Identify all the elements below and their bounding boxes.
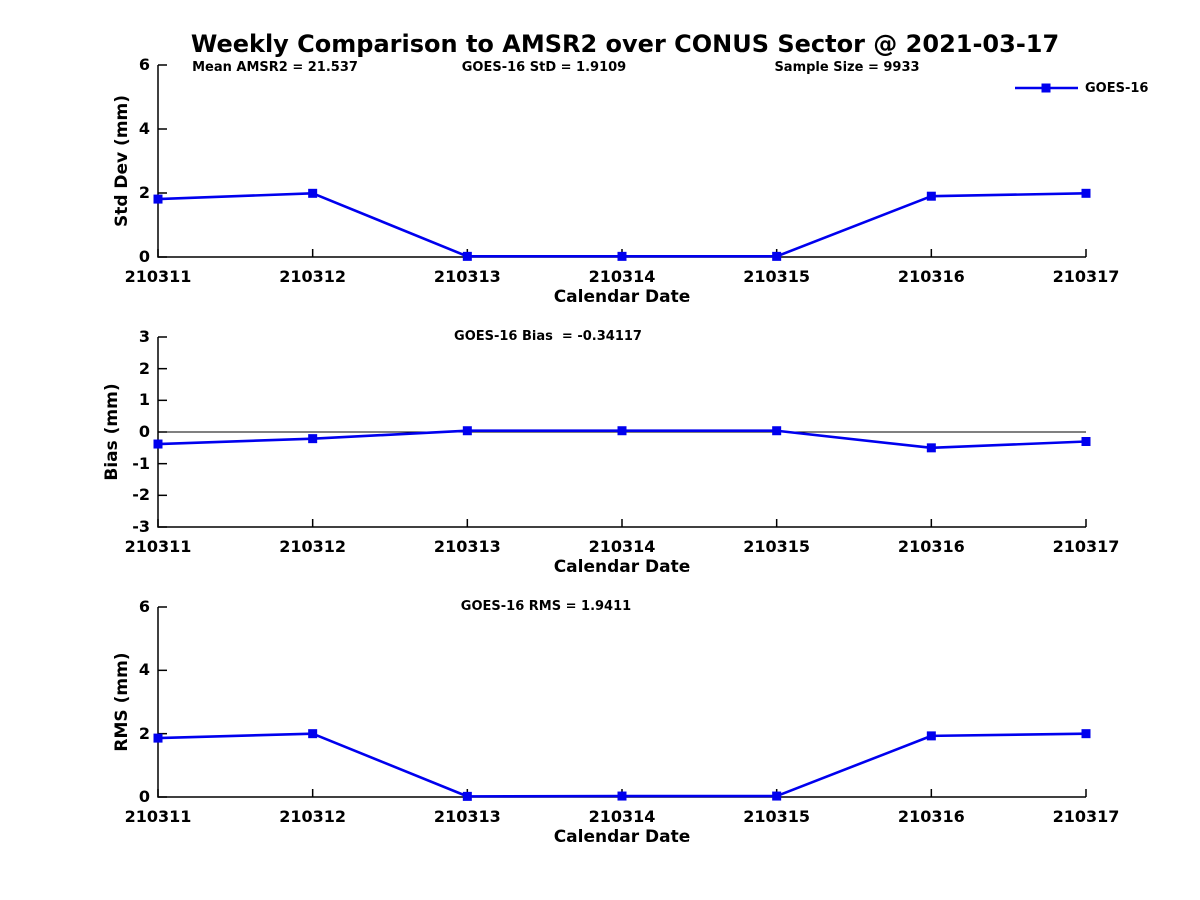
annotation-goes16-std: GOES-16 StD = 1.9109 [461, 60, 627, 75]
x-tick-label: 210311 [124, 267, 192, 286]
y-tick-label: 3 [138, 327, 150, 346]
data-point-marker [462, 426, 472, 436]
y-tick-label: 0 [138, 247, 150, 266]
annotation-mean-amsr2: Mean AMSR2 = 21.537 [192, 60, 358, 75]
data-point-marker [617, 251, 627, 261]
data-point-marker [308, 188, 318, 198]
data-point-marker [926, 731, 936, 741]
y-tick-label: 2 [138, 723, 150, 743]
y-tick-label: 0 [138, 787, 150, 806]
data-point-marker [772, 791, 782, 801]
x-tick-label: 210315 [743, 537, 811, 556]
data-point-marker [153, 733, 163, 743]
x-tick-label: 210312 [279, 267, 347, 286]
series-line-goes-16 [157, 732, 1087, 798]
y-tick-label: 2 [138, 358, 150, 378]
x-tick-label: 210317 [1052, 537, 1120, 556]
panel-title-rms: GOES-16 RMS = 1.9411 [460, 599, 632, 614]
x-tick-label: 210313 [433, 267, 501, 286]
y-tick-label: 2 [138, 183, 150, 202]
x-tick-label: 210311 [124, 537, 192, 556]
data-point-marker [617, 791, 627, 801]
x-axis-label-bottom: Calendar Date [553, 827, 691, 847]
data-point-marker [1081, 437, 1091, 446]
axis-spines [157, 607, 1086, 798]
y-axis-label-rms: RMS (mm) [112, 652, 132, 752]
x-tick-label: 210315 [743, 807, 811, 826]
data-point-marker [462, 791, 472, 801]
data-point-marker [308, 434, 318, 444]
y-tick-label: 6 [138, 55, 150, 74]
data-point-marker [617, 426, 627, 436]
data-point-marker [926, 443, 936, 453]
legend-marker-swatch [1041, 83, 1051, 93]
x-tick-label: 210316 [897, 267, 965, 286]
legend-label: GOES-16 [1085, 81, 1149, 96]
data-point-marker [153, 439, 163, 449]
y-axis-label-std-dev: Std Dev (mm) [112, 94, 132, 228]
y-tick-label: 1 [138, 390, 150, 410]
data-point-marker [1081, 729, 1091, 739]
x-tick-label: 210313 [433, 807, 501, 826]
annotation-sample-size: Sample Size = 9933 [774, 60, 920, 75]
data-point-marker [153, 194, 163, 204]
x-tick-label: 210315 [743, 267, 811, 286]
y-tick-label: 6 [138, 597, 150, 616]
x-axis-label-top: Calendar Date [553, 287, 691, 307]
x-tick-label: 210316 [897, 537, 965, 556]
data-point-marker [772, 426, 782, 436]
x-tick-label: 210317 [1052, 807, 1120, 826]
axis-spines [157, 65, 1086, 258]
data-point-marker [1081, 188, 1091, 198]
data-point-marker [926, 191, 936, 201]
data-point-marker [462, 251, 472, 261]
x-tick-label: 210314 [588, 807, 656, 826]
x-axis-label-middle: Calendar Date [553, 557, 691, 577]
x-tick-label: 210314 [588, 267, 656, 286]
y-tick-label: 0 [138, 422, 150, 441]
x-tick-label: 210313 [433, 537, 501, 556]
figure-title: Weekly Comparison to AMSR2 over CONUS Se… [190, 30, 1060, 58]
x-tick-label: 210311 [124, 807, 192, 826]
y-tick-label: -2 [132, 485, 150, 505]
x-tick-label: 210316 [897, 807, 965, 826]
y-tick-label: -3 [132, 517, 150, 536]
x-tick-label: 210312 [279, 807, 347, 826]
y-tick-label: 4 [138, 119, 150, 138]
data-point-marker [772, 251, 782, 261]
x-tick-label: 210312 [279, 537, 347, 556]
y-tick-label: 4 [138, 660, 150, 680]
data-point-marker [308, 729, 318, 739]
y-tick-label: -1 [132, 453, 150, 473]
x-tick-label: 210317 [1052, 267, 1120, 286]
series-line-goes-16 [157, 192, 1087, 258]
panel-title-bias: GOES-16 Bias = -0.34117 [454, 329, 642, 344]
x-tick-label: 210314 [588, 537, 656, 556]
